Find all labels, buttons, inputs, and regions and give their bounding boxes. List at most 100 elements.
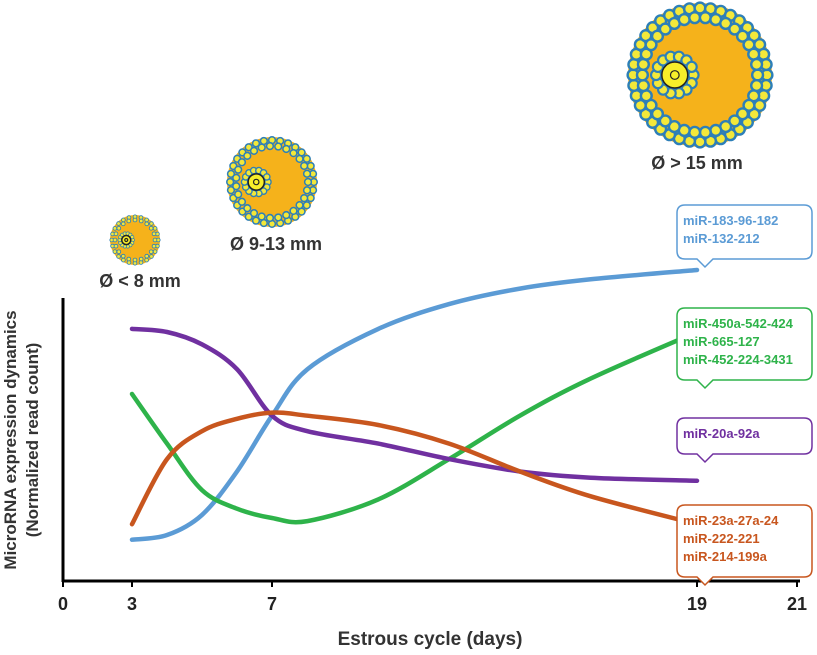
granulosa-cell [113, 243, 119, 249]
granulosa-cell [144, 257, 149, 263]
granulosa-cell [677, 12, 691, 27]
granulosa-cell [151, 243, 157, 249]
granulosa-cell [121, 217, 126, 223]
legend-box [676, 307, 813, 390]
granulosa-cell [226, 177, 235, 187]
follicle-label: Ø 9-13 mm [230, 234, 322, 254]
granulosa-cell [257, 143, 266, 152]
granulosa-cell [658, 22, 672, 36]
granulosa-cell [226, 186, 236, 195]
oocyte [247, 173, 266, 191]
y-axis-label: MicroRNA expression dynamics [1, 310, 20, 569]
granulosa-cell [302, 169, 312, 178]
granulosa-cell [698, 11, 712, 25]
granulosa-cell [274, 142, 283, 151]
legend-box [676, 417, 813, 464]
granulosa-cell [302, 154, 311, 163]
series-line [129, 267, 700, 542]
granulosa-cell [148, 249, 154, 255]
granulosa-cell [149, 254, 154, 259]
granulosa-cell [282, 210, 291, 220]
granulosa-cell [148, 225, 154, 231]
granulosa-cell [265, 141, 275, 151]
granulosa-cell [302, 201, 311, 210]
granulosa-cell [688, 11, 702, 25]
nucleus [124, 237, 129, 243]
granulosa-cell [116, 225, 122, 231]
granulosa-cell [295, 201, 304, 210]
oocyte [661, 61, 689, 89]
series-line [129, 326, 700, 484]
nucleus [669, 70, 680, 80]
granulosa-cell [152, 249, 158, 254]
cumulus-cell [262, 173, 271, 181]
granulosa-cell [232, 173, 241, 182]
granulosa-cell [151, 231, 157, 237]
granulosa-cell [719, 16, 733, 31]
granulosa-cell [750, 57, 764, 72]
granulosa-cell [126, 256, 132, 262]
granulosa-cell [126, 218, 132, 224]
granulosa-cell [303, 177, 313, 187]
nucleus [252, 178, 260, 186]
granulosa-cell [257, 212, 266, 221]
granulosa-cell [251, 216, 261, 225]
granulosa-cell [688, 125, 702, 139]
granulosa-cell [112, 237, 118, 243]
x-tick-label: 7 [267, 594, 277, 614]
granulosa-cell [144, 217, 149, 223]
granulosa-cell [226, 169, 236, 178]
granulosa-cell [698, 125, 712, 139]
follicle-illustrations [109, 1, 774, 266]
legend-label: miR-183-96-182 [683, 213, 778, 228]
legend-box [676, 204, 813, 269]
granulosa-cell [113, 231, 119, 237]
granulosa-cell [132, 217, 138, 223]
granulosa-cell [735, 107, 750, 121]
x-tick-label: 19 [687, 594, 707, 614]
follicle-label: Ø > 15 mm [651, 153, 743, 173]
granulosa-cell [709, 123, 723, 138]
legend-label: miR-452-224-3431 [683, 352, 793, 367]
granulosa-cell [243, 204, 252, 213]
granulosa-cell [152, 237, 158, 243]
granulosa-cell [289, 206, 298, 216]
legend-label: miR-450a-542-424 [683, 316, 794, 331]
granulosa-cell [650, 29, 665, 43]
granulosa-cell [243, 151, 252, 160]
granulosa-cell [282, 144, 291, 154]
granulosa-cell [120, 253, 126, 259]
granulosa-cell [300, 161, 309, 170]
series-line [129, 410, 700, 527]
granulosa-cell [728, 22, 742, 36]
granulosa-cell [237, 158, 247, 167]
granulosa-cell [249, 209, 259, 218]
x-tick-label: 21 [787, 594, 807, 614]
legend-label: miR-214-199a [683, 549, 768, 564]
legend-label: miR-20a-92a [683, 426, 760, 441]
x-tick-label: 3 [127, 594, 137, 614]
granulosa-cell [728, 114, 742, 128]
follicle-antrum [110, 215, 160, 265]
legend-label: miR-132-212 [683, 231, 760, 246]
granulosa-cell [644, 38, 658, 52]
granulosa-cell [735, 29, 750, 43]
granulosa-cell [251, 139, 261, 148]
y-axis-label: (Normalized read count) [23, 343, 42, 538]
granulosa-cell [120, 221, 126, 227]
granulosa-cell [234, 190, 243, 199]
granulosa-cell [112, 226, 118, 231]
x-axis-label: Estrous cycle (days) [338, 629, 523, 650]
granulosa-cell [232, 182, 241, 191]
granulosa-cell [116, 249, 122, 255]
granulosa-cell [667, 119, 681, 134]
oocyte [121, 234, 132, 246]
granulosa-cell [121, 257, 126, 263]
follicle-label: Ø < 8 mm [99, 271, 181, 291]
granulosa-cell [138, 218, 144, 224]
granulosa-cell [635, 68, 650, 82]
legend-label: miR-665-127 [683, 334, 760, 349]
granulosa-cell [302, 186, 312, 195]
granulosa-cell [265, 213, 275, 223]
